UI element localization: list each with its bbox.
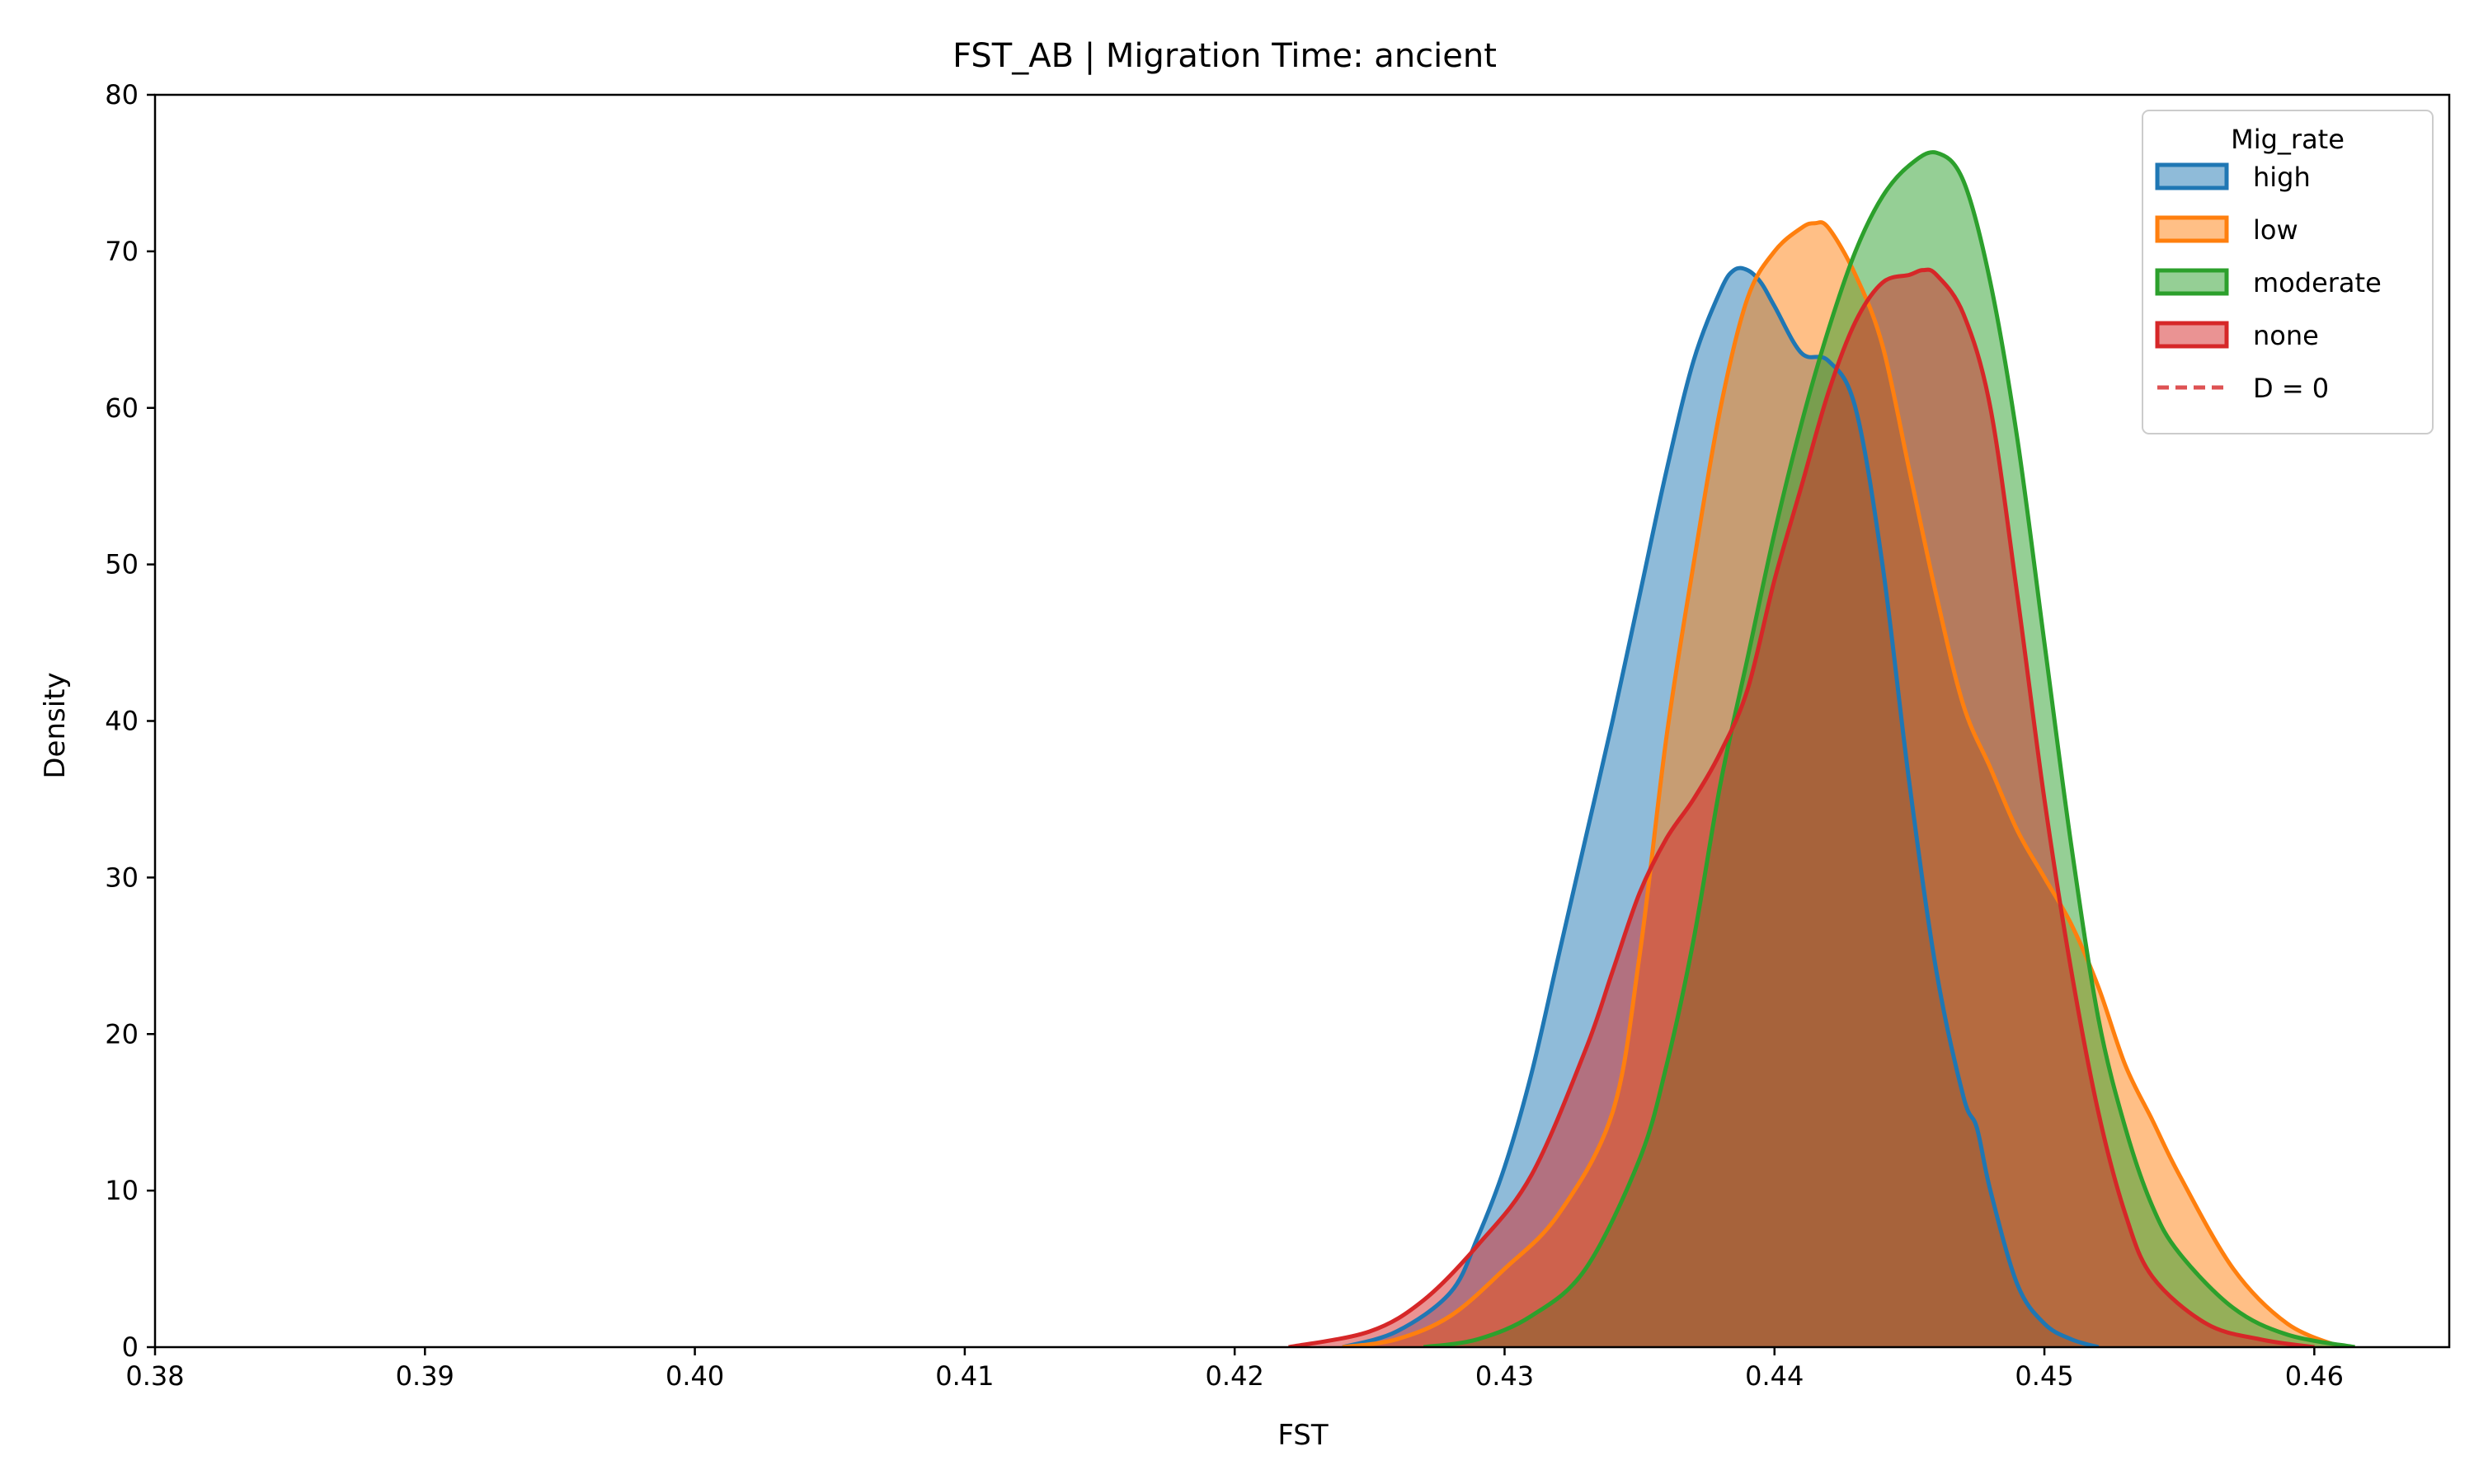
legend-swatch-moderate [2155, 268, 2229, 296]
x-tick-label: 0.43 [1475, 1360, 1534, 1392]
y-tick-label: 50 [105, 549, 139, 580]
y-tick-label: 20 [105, 1018, 139, 1050]
x-tick-label: 0.42 [1206, 1360, 1264, 1392]
density-line-none [1288, 267, 2315, 1347]
legend-frame [2142, 110, 2434, 434]
y-tick-label: 10 [105, 1175, 139, 1206]
y-axis-label: Density [39, 672, 72, 778]
y-tick-label: 40 [105, 706, 139, 737]
legend-label: moderate [2253, 267, 2382, 298]
x-tick-label: 0.39 [396, 1360, 454, 1392]
density-line-low [1342, 220, 2343, 1347]
legend-label: D = 0 [2253, 373, 2329, 404]
y-tick-label: 30 [105, 862, 139, 893]
x-tick-label: 0.40 [666, 1360, 724, 1392]
density-line-moderate [1423, 150, 2355, 1347]
y-tick-label: 80 [105, 79, 139, 110]
y-tick-label: 60 [105, 392, 139, 424]
legend-swatch-low [2155, 215, 2229, 243]
x-tick-label: 0.44 [1745, 1360, 1804, 1392]
legend-swatch-high [2155, 162, 2229, 190]
x-tick-label: 0.46 [2285, 1360, 2344, 1392]
y-tick-label: 70 [105, 236, 139, 267]
density-areas [1288, 150, 2355, 1347]
plot-area: 0.38 0.39 0.40 0.41 0.42 0.43 0.44 0.45 0.46 0 10 2… [105, 79, 2451, 1392]
y-tick-label: 0 [122, 1331, 139, 1363]
x-tick-label: 0.41 [935, 1360, 994, 1392]
legend-swatch-none [2155, 321, 2229, 349]
legend-label: high [2253, 162, 2311, 193]
legend-title: Mig_rate [2231, 124, 2345, 155]
legend-label: none [2253, 320, 2319, 351]
chart-title: FST_AB | Migration Time: ancient [952, 37, 1497, 75]
legend-label: low [2253, 214, 2298, 246]
x-tick-label: 0.45 [2015, 1360, 2073, 1392]
density-fill-none [1288, 270, 2315, 1347]
density-line-high [1342, 265, 2100, 1347]
legend: Mig_rate high low moderate none D = 0 [2142, 110, 2434, 434]
x-axis-label: FST [1277, 1419, 1329, 1452]
x-tick-label: 0.38 [125, 1360, 184, 1392]
